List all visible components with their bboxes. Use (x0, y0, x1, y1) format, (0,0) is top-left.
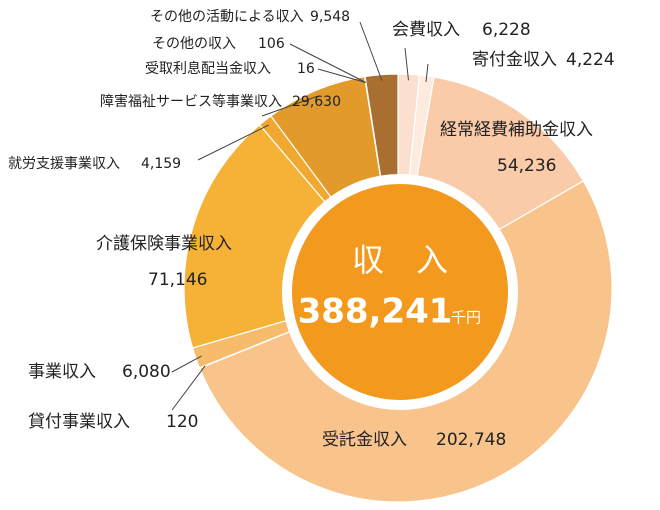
leader-line (404, 47, 409, 81)
slice-value: 4,159 (141, 156, 181, 172)
slice-value: 6,080 (122, 362, 171, 382)
slice-label: その他の活動による収入 (150, 9, 304, 25)
center-title: 収 入 (352, 241, 448, 279)
slice-value: 29,630 (292, 94, 341, 110)
slice-value: 54,236 (497, 156, 556, 176)
center-unit: 千円 (451, 309, 481, 327)
slice-value: 120 (166, 412, 198, 432)
slice-label: 会費収入 (392, 20, 460, 40)
slice-label: 介護保険事業収入 (96, 234, 232, 254)
center-total: 388,241 (298, 292, 453, 332)
slice-value: 6,228 (482, 20, 531, 40)
slice-value: 16 (297, 61, 315, 77)
slice-label: 受託金収入 (322, 430, 407, 450)
slice-label: 受取利息配当金収入 (145, 60, 271, 77)
slice-value: 71,146 (148, 270, 207, 290)
slice-label: 経常経費補助金収入 (440, 120, 593, 140)
leader-line (171, 365, 206, 411)
slice-value: 202,748 (436, 430, 506, 450)
leader-line (359, 21, 383, 81)
leader-line (317, 68, 366, 84)
slice-label: 寄付金収入 (472, 50, 557, 70)
leader-line (261, 95, 318, 117)
leader-line (197, 124, 270, 161)
leader-line (425, 63, 429, 82)
slice-value: 9,548 (310, 9, 350, 25)
slice-label: 事業収入 (28, 362, 96, 382)
slice-label: 貸付事業収入 (28, 412, 130, 432)
slice-value: 4,224 (566, 50, 615, 70)
slice-value: 106 (258, 36, 285, 52)
slice-label: その他の収入 (152, 36, 236, 52)
slice-label: 障害福祉サービス等事業収入 (100, 93, 282, 110)
leader-line (289, 43, 367, 83)
slice-label: 就労支援事業収入 (8, 156, 120, 172)
center-disc (292, 184, 508, 400)
leader-line (171, 355, 202, 373)
